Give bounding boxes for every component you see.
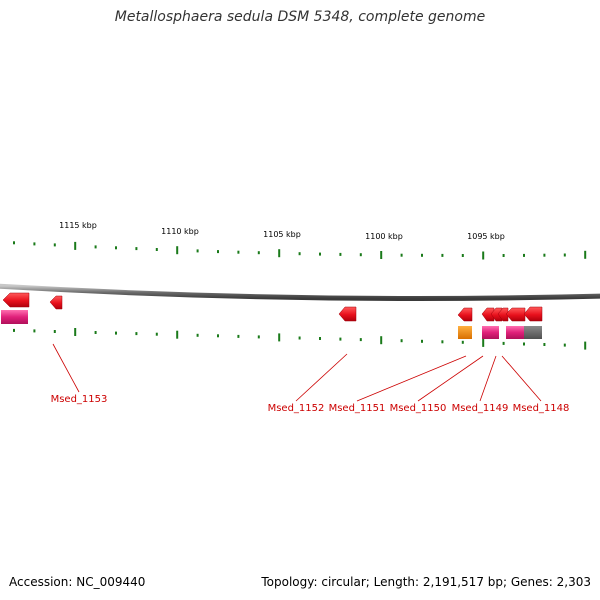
domain-block[interactable] [506,326,524,339]
leader-line [356,355,467,402]
minor-tick [196,333,199,337]
minor-tick [400,339,403,343]
minor-tick [298,252,301,256]
genome-summary: Topology: circular; Length: 2,191,517 bp… [261,575,591,589]
domain-block[interactable] [1,310,28,324]
gene-label[interactable]: Msed_1150 [390,403,447,414]
major-tick [482,338,485,347]
scale-label: 1115 kbp [59,221,97,230]
major-tick [278,249,281,258]
minor-tick [421,339,423,343]
minor-tick [523,342,525,346]
genome-backbone [0,283,600,301]
minor-tick [135,247,138,251]
minor-tick [257,335,260,339]
minor-tick [319,337,321,340]
major-tick [278,333,281,342]
leader-line [501,355,542,402]
minor-tick [502,254,505,257]
domain-block[interactable] [524,326,542,339]
gene-arrow[interactable] [49,295,63,310]
gene-features [1,292,543,339]
minor-tick [217,334,219,338]
minor-tick [461,254,464,257]
minor-tick [543,253,546,257]
major-tick [176,330,179,339]
minor-tick [298,336,301,340]
genome-title: Metallosphaera sedula DSM 5348, complete… [114,9,486,25]
minor-tick [155,332,158,336]
minor-tick [339,337,342,341]
lower-tick-row [13,328,587,350]
major-tick [74,328,77,336]
minor-tick [13,241,15,245]
minor-tick [94,331,97,334]
minor-tick [53,330,56,333]
major-tick [74,241,77,250]
major-tick [176,246,179,255]
major-tick [584,341,587,350]
minor-tick [421,253,423,257]
gene-label[interactable]: Msed_1151 [329,403,386,414]
scale-label: 1105 kbp [263,230,301,239]
minor-tick [196,249,199,253]
minor-tick [94,245,97,249]
major-tick [584,250,587,259]
minor-tick [563,253,566,257]
minor-tick [400,253,403,257]
gene-labels: Msed_1153 Msed_1152 Msed_1151 Msed_1150 … [51,394,570,414]
minor-tick [217,250,219,254]
scale-label: 1095 kbp [467,232,505,241]
minor-tick [441,253,444,257]
minor-tick [319,252,321,256]
minor-tick [13,328,15,332]
minor-tick [543,343,546,346]
gene-arrow[interactable] [338,306,357,322]
minor-tick [523,253,525,257]
scale-label: 1110 kbp [161,227,199,236]
accession-label: Accession: NC_009440 [9,575,146,589]
minor-tick [359,253,362,257]
leader-line [295,353,348,402]
minor-tick [155,248,158,251]
gene-arrow[interactable] [457,307,473,322]
minor-tick [53,243,56,247]
minor-tick [135,332,138,336]
major-tick [482,251,485,260]
minor-tick [115,246,117,250]
minor-tick [563,343,566,347]
gene-label[interactable]: Msed_1149 [452,403,509,414]
minor-tick [115,331,117,335]
gene-arrow[interactable] [2,292,30,308]
minor-tick [461,340,464,344]
leader-line [479,355,497,402]
major-tick [380,251,383,259]
minor-tick [502,341,505,345]
gene-label[interactable]: Msed_1152 [268,403,325,414]
minor-tick [33,242,36,246]
minor-tick [441,340,444,344]
gene-arrow[interactable] [505,307,526,322]
leader-line [52,343,80,393]
minor-tick [257,251,260,255]
minor-tick [359,338,362,342]
leader-line [417,355,484,402]
scale-label: 1100 kbp [365,232,403,241]
gene-arrow[interactable] [523,306,543,322]
upper-tick-row [13,241,587,260]
domain-block[interactable] [458,326,472,339]
minor-tick [339,252,342,256]
scale-labels: 1115 kbp 1110 kbp 1105 kbp 1100 kbp 1095… [59,221,505,241]
minor-tick [237,250,240,254]
gene-label[interactable]: Msed_1148 [513,403,570,414]
minor-tick [237,334,240,338]
gene-label[interactable]: Msed_1153 [51,394,108,405]
minor-tick [33,329,36,333]
label-leaders [52,343,542,402]
major-tick [380,336,383,345]
domain-block[interactable] [482,326,499,339]
